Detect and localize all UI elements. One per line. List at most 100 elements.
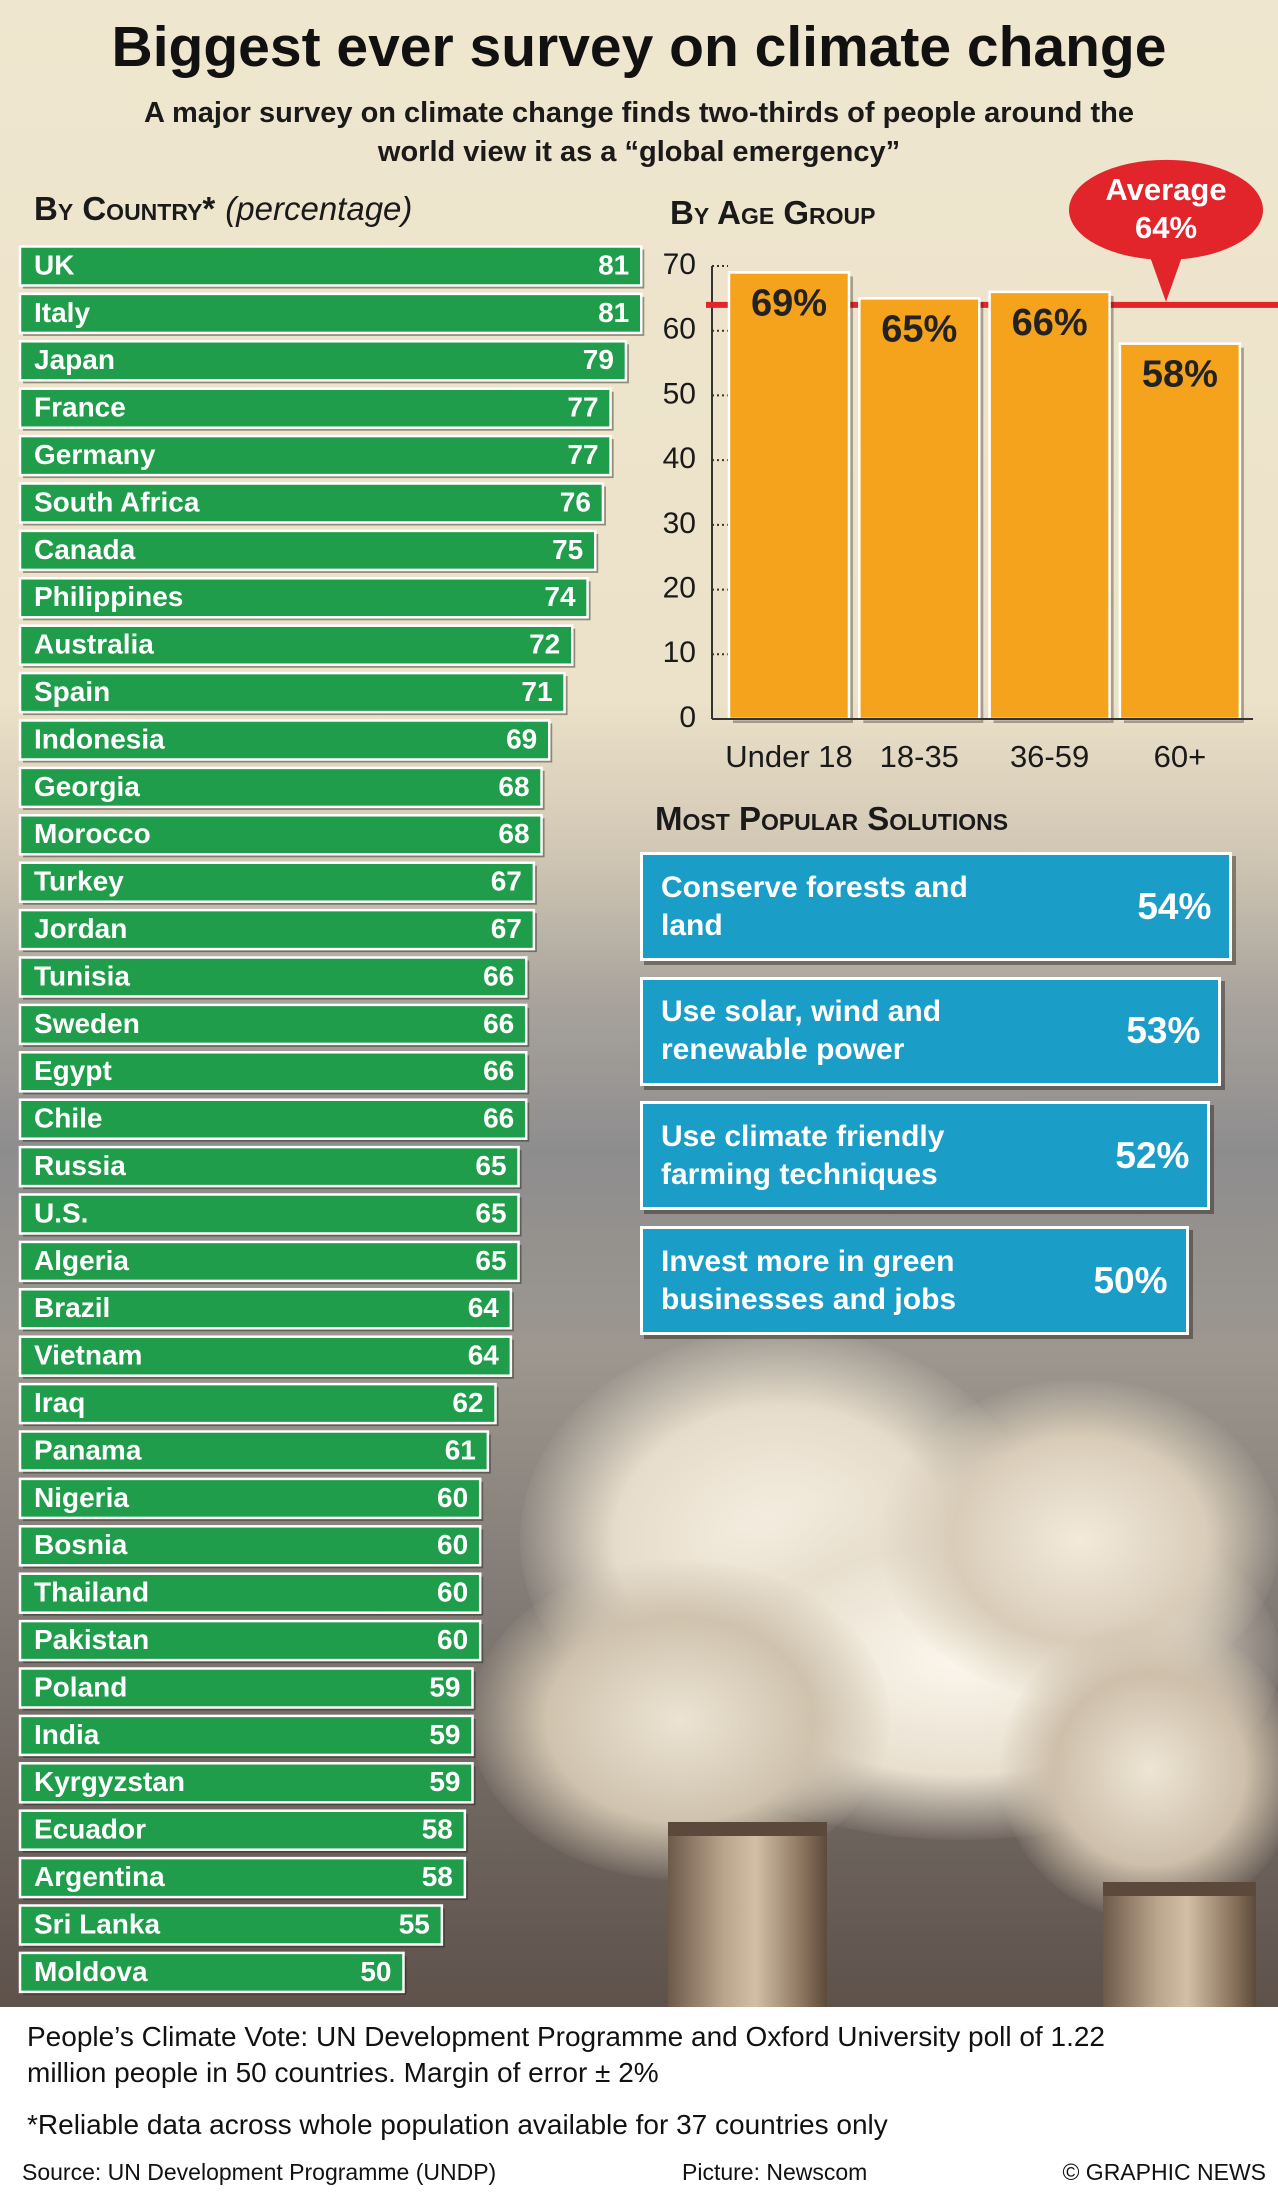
bar-category-label: Pakistan <box>34 1624 149 1655</box>
bar <box>18 956 528 998</box>
solution-value: 54% <box>1137 885 1212 927</box>
bar-category-label: Indonesia <box>34 723 165 754</box>
bar-value-label: 77 <box>567 392 598 423</box>
bar <box>18 1288 513 1330</box>
charts: UK 81 Italy 81 Japan 79 France 77 Germany 77 South… <box>18 159 1278 1995</box>
average-label: Average <box>1105 172 1226 207</box>
bar-value-label: 67 <box>491 866 522 897</box>
bar-value-label: 67 <box>491 913 522 944</box>
bar-category-label: Japan <box>34 344 115 375</box>
bar <box>727 271 851 721</box>
bar-category-label: Sri Lanka <box>34 1908 160 1939</box>
bar <box>18 671 566 714</box>
bar-value-label: 65% <box>881 308 957 350</box>
solution-label: Use climate friendly farming techniques <box>661 1119 945 1191</box>
bar <box>988 290 1111 721</box>
bar-value-label: 66 <box>483 960 514 991</box>
bar <box>18 1714 474 1757</box>
bar-value-label: 66 <box>483 1103 514 1134</box>
solution-value: 52% <box>1115 1134 1190 1176</box>
bar <box>18 340 628 382</box>
bar <box>18 1809 467 1851</box>
bar-value-label: 76 <box>560 486 591 517</box>
bar-category-label: Germany <box>34 439 156 470</box>
bar <box>1118 342 1242 721</box>
bar-value-label: 74 <box>544 581 576 612</box>
bar-category-label: Iraq <box>34 1387 85 1418</box>
x-tick-label: Under 18 <box>725 739 853 774</box>
bar-category-label: Panama <box>34 1434 142 1465</box>
bar-category-label: Argentina <box>34 1861 165 1892</box>
bar-value-label: 58% <box>1142 354 1218 396</box>
bar-category-label: Egypt <box>34 1055 112 1086</box>
footer: People’s Climate Vote: UN Development Pr… <box>0 2007 1278 2203</box>
bar-value-label: 60 <box>437 1624 468 1655</box>
bar-value-label: 65 <box>475 1197 506 1228</box>
y-tick-label: 20 <box>663 571 696 604</box>
bar <box>18 814 543 856</box>
bar-value-label: 59 <box>429 1766 460 1797</box>
bar-category-label: Bosnia <box>34 1529 128 1560</box>
bar <box>858 297 981 721</box>
bar-value-label: 71 <box>521 676 552 707</box>
average-callout <box>1069 159 1263 260</box>
bar <box>18 1145 520 1188</box>
solution-value: 50% <box>1093 1259 1168 1301</box>
bar <box>18 482 605 524</box>
bar-category-label: Canada <box>34 534 136 565</box>
bar <box>18 1904 444 1946</box>
bar <box>18 908 536 951</box>
bar <box>18 245 643 287</box>
solutions-heading: Most Popular Solutions <box>655 800 1009 837</box>
y-tick-label: 60 <box>663 313 696 346</box>
y-tick-label: 50 <box>663 377 696 410</box>
bar-value-label: 61 <box>445 1434 476 1465</box>
bar-value-label: 81 <box>598 249 629 280</box>
bar-value-label: 81 <box>598 297 629 328</box>
bar <box>18 1098 528 1140</box>
bar-category-label: Georgia <box>34 771 140 802</box>
bar-category-label: UK <box>34 249 74 280</box>
footnote: People’s Climate Vote: UN Development Pr… <box>27 2021 1105 2088</box>
bar <box>18 1762 474 1804</box>
bar-category-label: Poland <box>34 1671 127 1702</box>
bar-value-label: 66 <box>483 1055 514 1086</box>
bar-value-label: 64 <box>468 1340 500 1371</box>
chimney <box>668 1822 827 2007</box>
solution-label: Invest more in green businesses and jobs <box>661 1244 957 1316</box>
bar-value-label: 60 <box>437 1529 468 1560</box>
bar-category-label: Italy <box>34 297 90 328</box>
bar <box>18 1240 520 1283</box>
source: Source: UN Development Programme (UNDP) <box>22 2159 497 2185</box>
bar-value-label: 62 <box>452 1387 483 1418</box>
bar-category-label: Jordan <box>34 913 127 944</box>
bar <box>18 387 612 429</box>
bar-category-label: Thailand <box>34 1577 149 1608</box>
bar-value-label: 64 <box>468 1292 500 1323</box>
bar <box>18 1382 497 1425</box>
bar-value-label: 69% <box>751 283 827 325</box>
bar-category-label: Brazil <box>34 1292 110 1323</box>
country-heading: By Country* (percentage) <box>34 190 412 228</box>
bar-value-label: 68 <box>498 771 529 802</box>
bar-value-label: 50 <box>360 1956 391 1987</box>
bar <box>18 624 574 666</box>
bar <box>18 1193 520 1235</box>
solution-label: Conserve forests and land <box>661 870 968 942</box>
bar-category-label: Vietnam <box>34 1340 142 1371</box>
bar <box>18 529 597 572</box>
bar <box>18 861 536 903</box>
x-tick-label: 36-59 <box>1010 739 1089 774</box>
x-tick-label: 18-35 <box>880 739 959 774</box>
bar-value-label: 69 <box>506 723 537 754</box>
bar <box>18 1477 482 1520</box>
solution-bar: Conserve forests and land 54% <box>640 852 1233 961</box>
title: Biggest ever survey on climate change <box>111 15 1167 79</box>
bar <box>18 1951 405 1994</box>
smoke-cloud <box>1000 1620 1278 1920</box>
bar-category-label: Nigeria <box>34 1482 129 1513</box>
bar-category-label: Philippines <box>34 581 183 612</box>
bar-value-label: 66 <box>483 1008 514 1039</box>
subtitle: A major survey on climate change finds t… <box>144 97 1134 168</box>
